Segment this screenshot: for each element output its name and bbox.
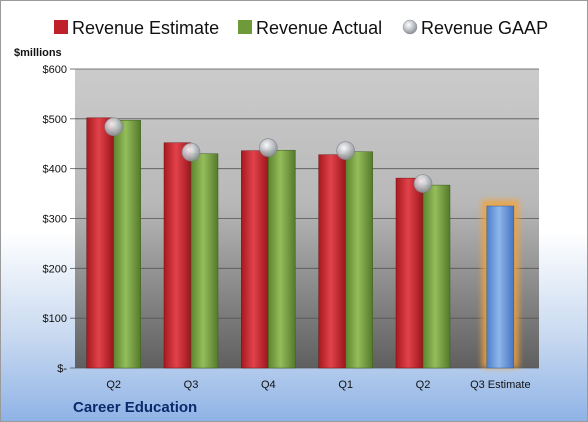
y-axis: $- $100 $200 $300 $400 $500 $600 bbox=[43, 64, 75, 375]
legend-label-actual: Revenue Actual bbox=[256, 18, 382, 38]
marker-revenue-gaap bbox=[104, 117, 123, 137]
legend-swatch-actual bbox=[238, 20, 252, 34]
y-tick-label: $200 bbox=[43, 263, 67, 275]
bar-revenue-estimate bbox=[163, 142, 192, 369]
bar-revenue-estimate bbox=[86, 117, 114, 369]
y-tick-label: $300 bbox=[43, 214, 67, 226]
x-tick-label: Q2 bbox=[416, 379, 431, 391]
bar-revenue-estimate-next bbox=[486, 205, 515, 369]
company-name: Career Education bbox=[73, 399, 197, 416]
bar-revenue-estimate bbox=[395, 177, 424, 369]
x-axis: Q2 Q3 Q4 Q1 Q2 Q3 Estimate bbox=[106, 379, 530, 391]
legend-swatch-gaap bbox=[402, 19, 418, 35]
gaap-markers bbox=[104, 117, 433, 193]
marker-revenue-gaap bbox=[413, 174, 433, 193]
legend-swatch-estimate bbox=[54, 20, 68, 34]
gridlines bbox=[75, 68, 539, 369]
bar-revenue-estimate bbox=[318, 154, 346, 369]
bar-revenue-actual bbox=[268, 149, 296, 369]
y-tick-label: $- bbox=[57, 363, 67, 375]
x-tick-label: Q1 bbox=[338, 379, 353, 391]
x-tick-label: Q4 bbox=[261, 379, 276, 391]
legend-label-gaap: Revenue GAAP bbox=[421, 18, 548, 38]
y-tick-label: $100 bbox=[43, 313, 67, 325]
y-tick-label: $400 bbox=[43, 164, 67, 176]
marker-revenue-gaap bbox=[259, 138, 278, 158]
x-tick-label: Q2 bbox=[106, 379, 121, 391]
bar-revenue-actual bbox=[422, 184, 451, 369]
unit-label: $millions bbox=[14, 47, 62, 59]
bars bbox=[86, 117, 519, 369]
x-tick-label: Q3 bbox=[184, 379, 199, 391]
y-tick-label: $500 bbox=[43, 114, 67, 126]
y-tick-label: $600 bbox=[43, 64, 67, 76]
bar-revenue-actual bbox=[345, 151, 373, 369]
x-tick-label: Q3 Estimate bbox=[470, 379, 531, 391]
marker-revenue-gaap bbox=[336, 141, 355, 161]
bar-revenue-actual bbox=[190, 153, 219, 369]
bar-revenue-estimate bbox=[241, 150, 269, 369]
marker-revenue-gaap bbox=[181, 142, 201, 162]
legend: Revenue Estimate Revenue Actual Revenue … bbox=[54, 18, 548, 38]
legend-label-estimate: Revenue Estimate bbox=[72, 18, 219, 38]
bar-revenue-actual bbox=[113, 120, 141, 369]
